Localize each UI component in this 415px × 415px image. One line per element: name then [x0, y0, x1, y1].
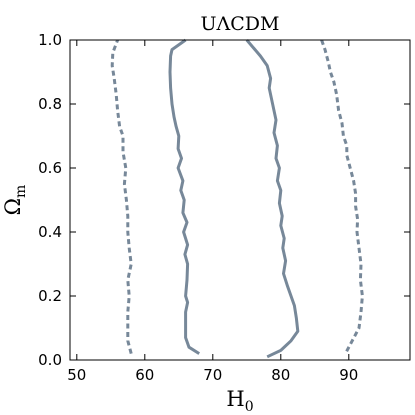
dashed-contour-line-0 [110, 39, 133, 354]
chart-title: UΛCDM [201, 13, 280, 35]
x-axis-title-base: H [226, 387, 244, 411]
solid-contour-line-2 [245, 39, 300, 359]
y-axis-title-sub: m [13, 185, 29, 198]
y-ticks: 0.0 0.2 0.4 0.6 0.8 1.0 [38, 31, 410, 369]
plot-frame [69, 39, 411, 361]
y-tick-label: 0.0 [38, 351, 62, 369]
x-axis-title-sub: 0 [245, 399, 254, 415]
y-axis-title: Ωm [1, 185, 29, 216]
x-tick-label: 70 [203, 366, 222, 384]
y-tick-label: 0.8 [38, 95, 62, 113]
x-tick-label: 60 [135, 366, 154, 384]
y-tick-label: 0.4 [38, 223, 62, 241]
x-tick-label: 80 [271, 366, 290, 384]
x-tick-label: 50 [67, 366, 86, 384]
dashed-contour-line-3 [320, 39, 364, 355]
y-tick-label: 0.2 [38, 287, 62, 305]
contours [110, 38, 364, 359]
y-tick-label: 0.6 [38, 159, 62, 177]
x-axis-title: H0 [226, 387, 253, 415]
x-ticks: 50 60 70 80 90 [67, 40, 358, 384]
x-tick-label: 90 [339, 366, 358, 384]
solid-contour-line-1 [168, 38, 200, 355]
y-axis-title-base: Ω [1, 198, 25, 215]
y-tick-label: 1.0 [38, 31, 62, 49]
